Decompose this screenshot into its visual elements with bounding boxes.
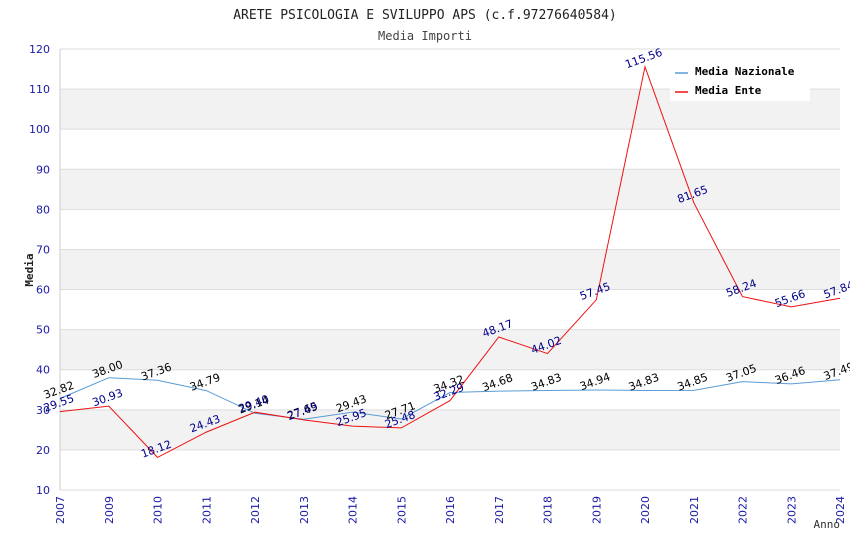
x-tick-label: 2015 (395, 496, 408, 524)
plot-band (60, 169, 840, 210)
y-tick-label: 30 (36, 404, 50, 417)
x-tick-label: 2019 (590, 496, 603, 524)
x-tick-labels: 2007 2009 2010 2011 2012 2013 2014 2015 2016 2017… (54, 496, 847, 524)
x-tick-label: 2024 (834, 496, 847, 524)
plot-band (60, 289, 840, 330)
series-line-media-nazionale (59, 377, 841, 420)
y-tick-label: 40 (36, 364, 50, 377)
x-axis-label: Anno (814, 518, 841, 531)
y-tick-label: 20 (36, 444, 50, 457)
x-tick-label: 2016 (444, 496, 457, 524)
y-tick-label: 120 (29, 43, 50, 56)
x-tick-label: 2023 (785, 496, 798, 524)
x-tick-label: 2007 (54, 496, 67, 524)
y-tick-label: 60 (36, 284, 50, 297)
plot-band (60, 449, 840, 490)
x-tick-label: 2013 (298, 496, 311, 524)
legend-label-media-nazionale: Media Nazionale (695, 65, 795, 78)
chart-subtitle: Media Importi (378, 29, 472, 43)
y-tick-label: 100 (29, 123, 50, 136)
plot-band (60, 329, 840, 370)
y-tick-label: 10 (36, 484, 50, 497)
x-tick-label: 2014 (347, 496, 360, 524)
legend-label-media-ente: Media Ente (695, 84, 762, 97)
x-tick-label: 2011 (200, 496, 213, 524)
x-tick-label: 2021 (688, 496, 701, 524)
y-tick-label: 70 (36, 243, 50, 256)
y-tick-label: 50 (36, 324, 50, 337)
grid-lines (60, 48, 840, 491)
plot-band (60, 209, 840, 250)
series-line-media-ente (59, 64, 841, 459)
x-tick-label: 2010 (152, 496, 165, 524)
x-tick-label: 2022 (737, 496, 750, 524)
plot-band (60, 249, 840, 290)
x-tick-label: 2020 (639, 496, 652, 524)
y-tick-labels: 10 20 30 40 50 60 70 80 90 100 110 120 (29, 43, 50, 497)
x-tick-label: 2018 (542, 496, 555, 524)
y-tick-label: 80 (36, 203, 50, 216)
plot-bands (60, 49, 840, 490)
legend: Media Nazionale Media Ente (670, 62, 810, 101)
y-tick-label: 110 (29, 83, 50, 96)
series-lines (59, 64, 841, 459)
y-axis-label: Media (23, 253, 36, 286)
plot-band (60, 409, 840, 450)
x-tick-label: 2009 (103, 496, 116, 524)
x-tick-label: 2017 (493, 496, 506, 524)
plot-band (60, 369, 840, 410)
legend-box (670, 62, 810, 101)
plot-band (60, 129, 840, 170)
chart-title: ARETE PSICOLOGIA E SVILUPPO APS (c.f.972… (233, 8, 617, 23)
y-tick-label: 90 (36, 163, 50, 176)
x-tick-label: 2012 (249, 496, 262, 524)
